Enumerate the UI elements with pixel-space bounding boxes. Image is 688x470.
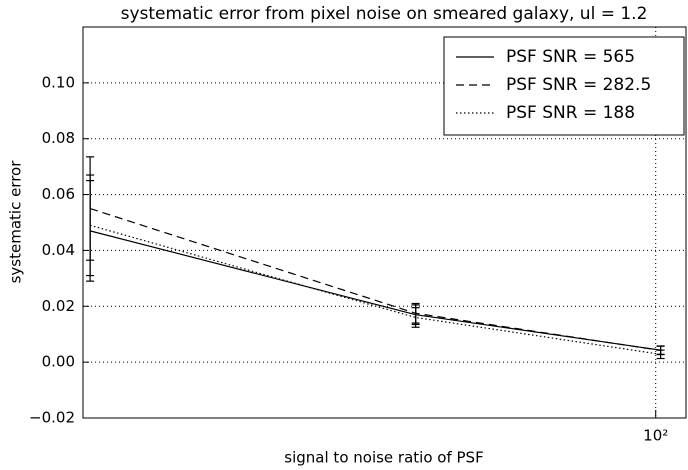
- x-tick-label: 10²: [643, 427, 668, 445]
- legend-label: PSF SNR = 565: [506, 47, 635, 67]
- chart-title: systematic error from pixel noise on sme…: [121, 4, 648, 24]
- plot-frame: [82, 26, 687, 419]
- y-tick-label: 0.02: [42, 297, 75, 315]
- y-tick-label: 0.08: [42, 129, 75, 147]
- y-axis-label: systematic error: [7, 160, 25, 284]
- y-tick-label: 0.04: [42, 241, 75, 259]
- x-axis-label: signal to noise ratio of PSF: [284, 449, 483, 467]
- legend-label: PSF SNR = 188: [506, 103, 635, 123]
- series-line: [89, 224, 661, 355]
- y-tick-label: 0.00: [42, 353, 75, 371]
- legend-label: PSF SNR = 282.5: [506, 75, 651, 95]
- y-tick-label: 0.10: [42, 73, 75, 91]
- y-tick-label: −0.02: [29, 409, 75, 427]
- y-tick-label: 0.06: [42, 185, 75, 203]
- legend-box: [443, 36, 685, 136]
